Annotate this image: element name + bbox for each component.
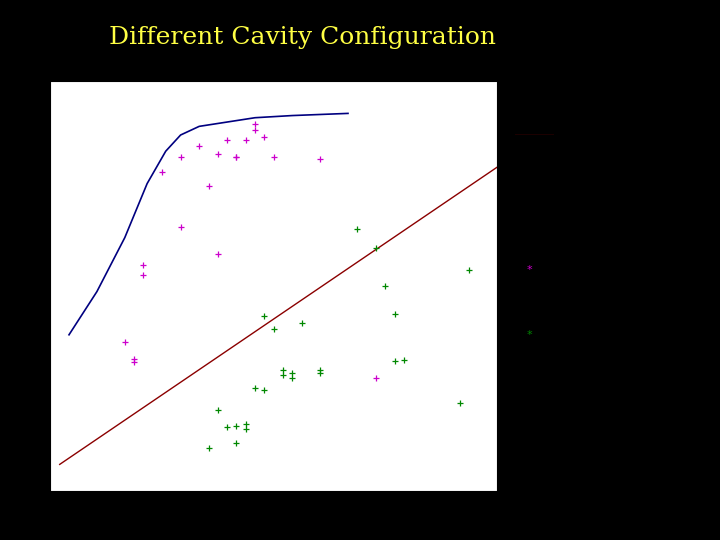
Point — [230, 152, 242, 161]
Point — [230, 152, 242, 161]
Point — [119, 338, 130, 347]
Point — [194, 141, 205, 150]
Point — [175, 152, 186, 161]
Point — [315, 154, 326, 163]
Point — [315, 366, 326, 375]
Point — [296, 319, 307, 327]
Point — [212, 249, 224, 258]
Point — [277, 370, 289, 379]
Point — [398, 355, 410, 364]
Point — [230, 438, 242, 447]
Point — [221, 136, 233, 145]
Point — [128, 354, 140, 363]
Point — [175, 222, 186, 231]
Text: 14: 14 — [686, 524, 698, 535]
Text: SL in cylindrical: SL in cylindrical — [540, 266, 600, 274]
Point — [221, 422, 233, 431]
Point — [277, 366, 289, 375]
Point — [156, 167, 168, 176]
Point — [370, 374, 382, 382]
Point — [128, 357, 140, 366]
Point — [212, 150, 224, 159]
Point — [249, 125, 261, 134]
Text: SL in spherical container: SL in spherical container — [540, 330, 635, 339]
Point — [138, 271, 149, 280]
Text: cylindrical container in: cylindrical container in — [562, 195, 649, 204]
Text: container: container — [540, 284, 577, 292]
Point — [212, 406, 224, 415]
Point — [268, 325, 279, 334]
Text: spherical container in: spherical container in — [562, 125, 645, 134]
Point — [258, 133, 270, 141]
Point — [138, 260, 149, 269]
Point — [315, 368, 326, 377]
Point — [203, 444, 215, 453]
Text: resonance: resonance — [562, 213, 601, 222]
Point — [389, 310, 400, 319]
Point — [463, 266, 474, 274]
Point — [258, 312, 270, 321]
Point — [258, 386, 270, 394]
Point — [203, 181, 215, 190]
Point — [351, 225, 363, 233]
Text: *: * — [526, 330, 532, 340]
Text: *: * — [526, 265, 532, 275]
Point — [240, 424, 251, 433]
Point — [287, 368, 298, 377]
X-axis label: voltage on PZT: voltage on PZT — [240, 509, 307, 518]
Point — [240, 420, 251, 429]
Y-axis label: Pressure: Pressure — [14, 70, 24, 109]
Point — [249, 120, 261, 129]
Point — [389, 356, 400, 365]
Point — [287, 374, 298, 382]
Point — [230, 421, 242, 430]
Point — [240, 136, 251, 145]
Point — [370, 244, 382, 253]
Point — [454, 399, 465, 407]
Text: resonance: resonance — [562, 143, 601, 152]
Point — [268, 152, 279, 161]
Point — [379, 282, 391, 291]
Point — [249, 383, 261, 392]
Text: Different Cavity Configuration: Different Cavity Configuration — [109, 26, 496, 49]
